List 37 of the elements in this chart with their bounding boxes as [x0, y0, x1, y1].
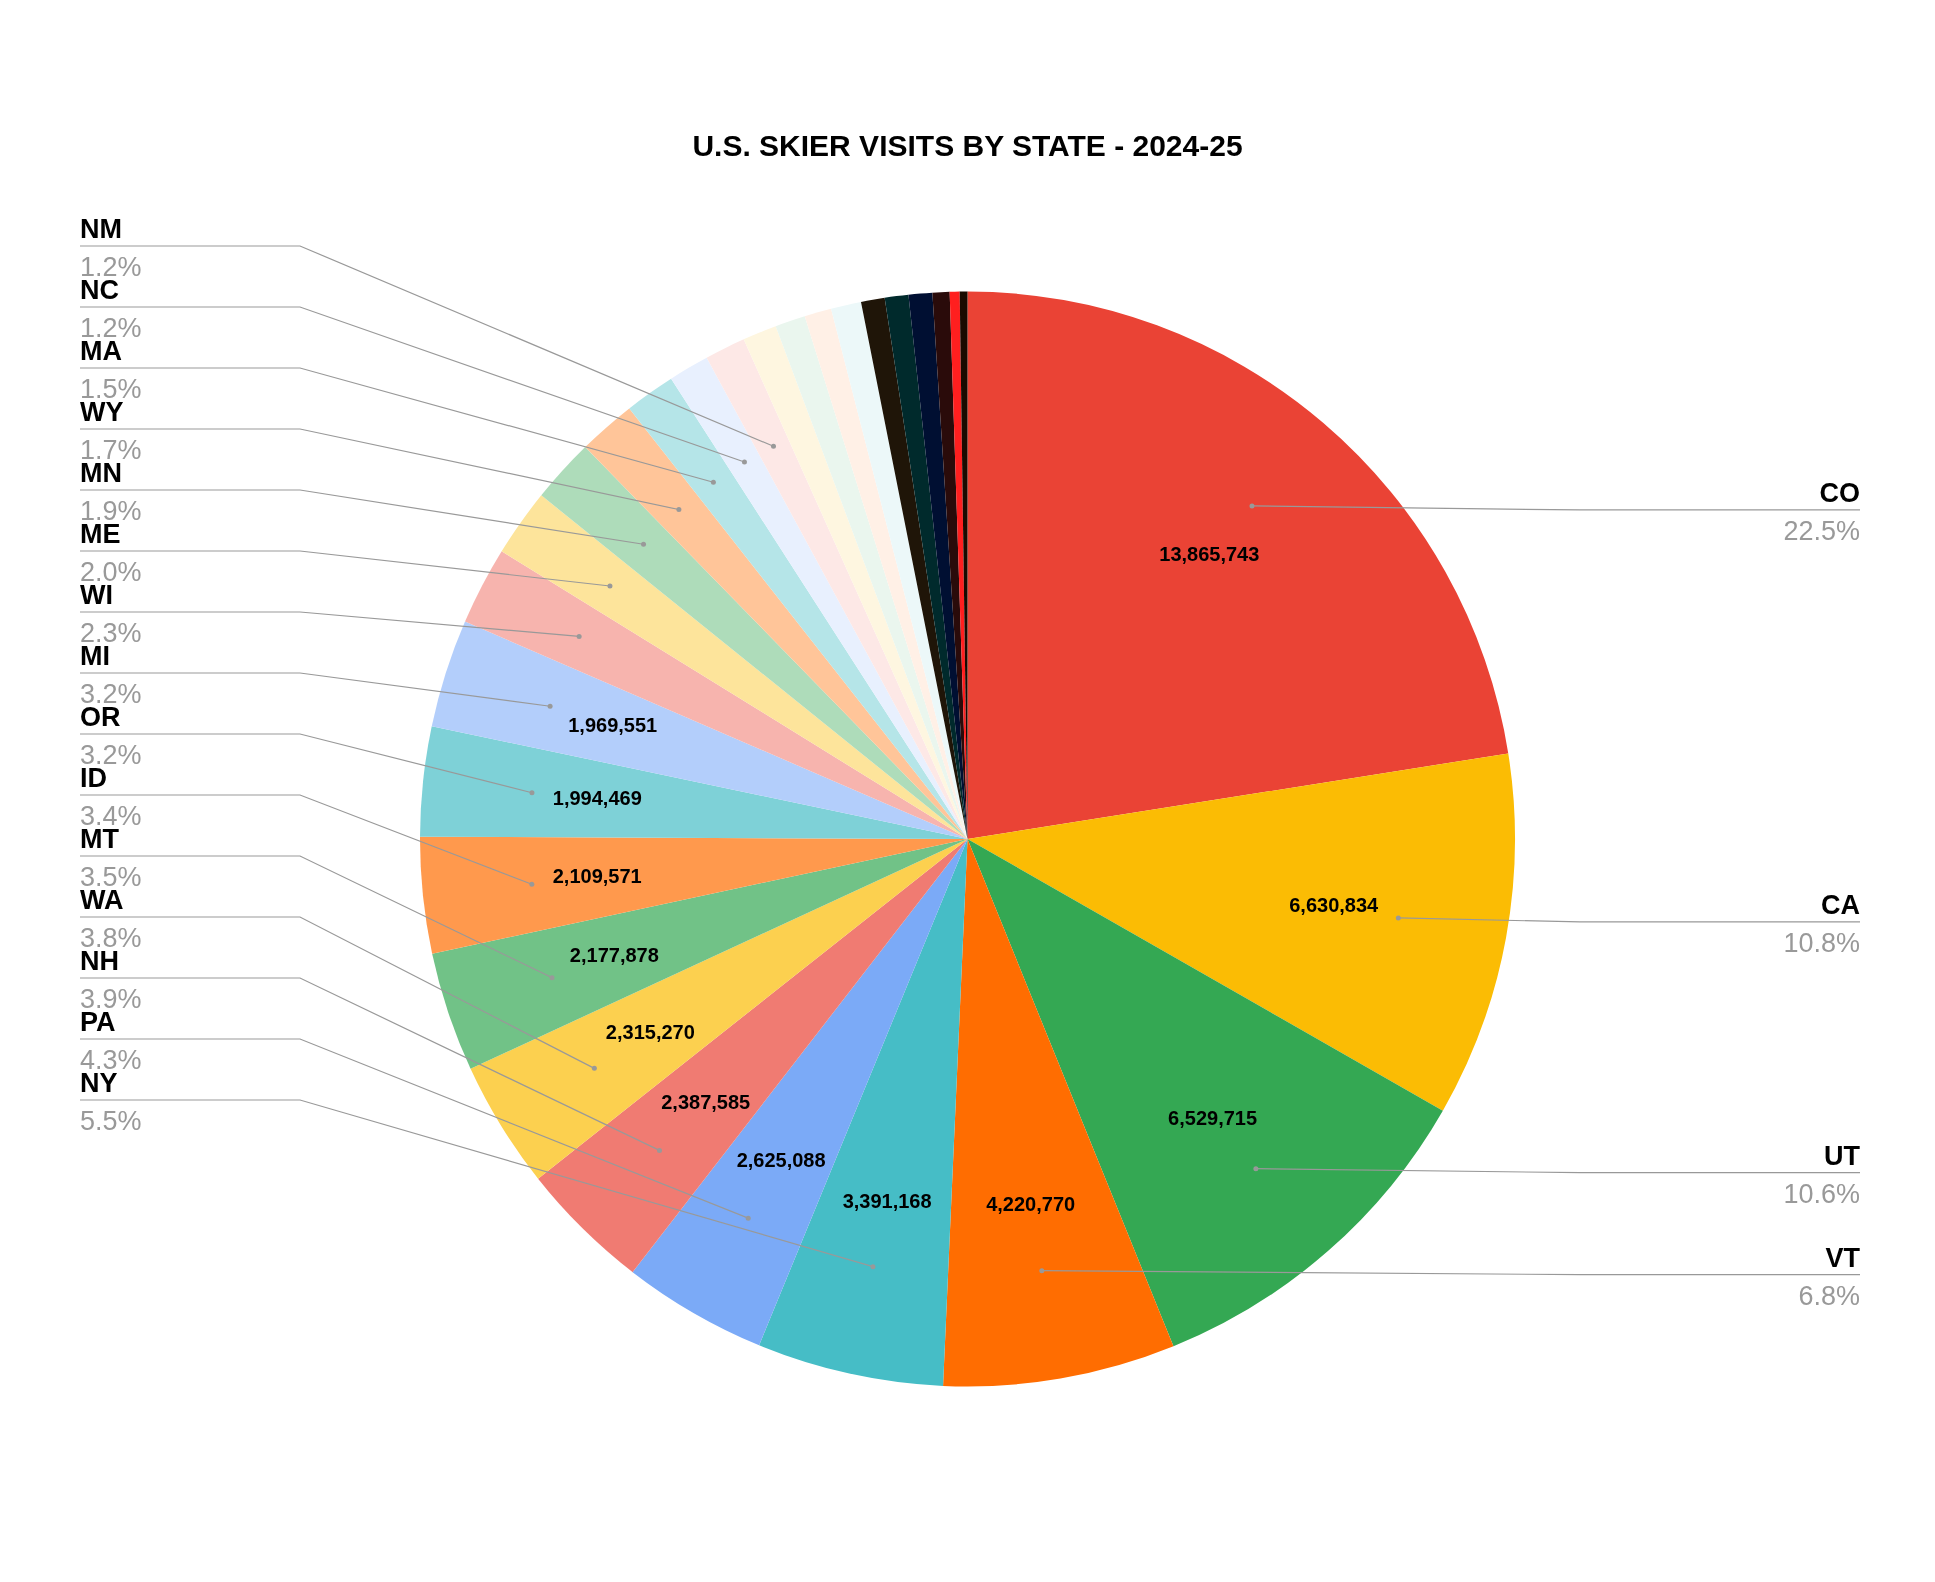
data-label: 4,220,770	[986, 1193, 1076, 1216]
slice-label: WY	[80, 397, 124, 427]
slice-label: WA	[80, 885, 124, 915]
slice-label: OR	[80, 702, 121, 732]
slice-label: MN	[80, 458, 122, 488]
text: 22.5%	[1783, 515, 1860, 546]
slice-label: NY	[80, 1068, 118, 1098]
data-label: 2,109,571	[552, 864, 642, 887]
slice-label: NH	[80, 946, 119, 976]
slice-label: ME	[80, 519, 121, 549]
data-label: 1,994,469	[552, 787, 642, 810]
text: 10.6%	[1783, 1178, 1860, 1209]
slice-label: NM	[80, 214, 122, 244]
data-label: 6,630,834	[1289, 893, 1380, 916]
data-label: 2,177,878	[569, 944, 659, 967]
slice-label: PA	[80, 1007, 116, 1037]
slice-label: WI	[80, 580, 113, 610]
text: 10.8%	[1783, 927, 1860, 958]
slice-label: VT	[1825, 1242, 1861, 1273]
text: 6.8%	[1798, 1280, 1860, 1311]
slice-label: NC	[80, 275, 119, 305]
data-label: 2,387,585	[661, 1091, 751, 1114]
slice-label: UT	[1824, 1140, 1861, 1171]
text: 5.5%	[80, 1106, 142, 1136]
slice-label: CO	[1819, 477, 1860, 508]
data-label: 2,315,270	[605, 1021, 695, 1044]
slice-label: MT	[80, 824, 120, 854]
slice-label: CA	[1821, 889, 1860, 920]
data-label: 1,969,551	[568, 713, 658, 736]
chart-title: U.S. SKIER VISITS BY STATE - 2024-25	[692, 129, 1243, 163]
slice-label: MA	[80, 336, 122, 366]
slice-label: MI	[80, 641, 110, 671]
data-label: 13,865,743	[1159, 543, 1260, 566]
data-label: 6,529,715	[1168, 1106, 1258, 1129]
slice-label: ID	[80, 763, 107, 793]
data-label: 2,625,088	[736, 1148, 826, 1171]
data-label: 3,391,168	[842, 1190, 932, 1213]
